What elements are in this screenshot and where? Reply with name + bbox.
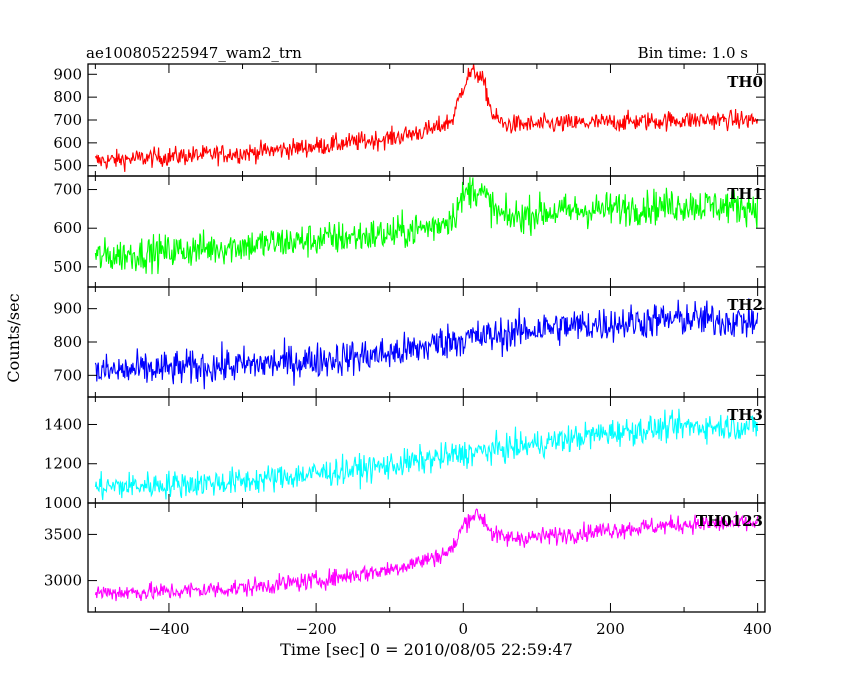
series-line-th0 [94,63,759,172]
x-axis-label: Time [sec] 0 = 2010/08/05 22:59:47 [280,640,573,659]
y-tick-label-th2: 900 [53,300,82,318]
x-tick-label: 0 [459,620,469,638]
panel-label-th2: TH2 [727,296,763,314]
y-axis-label: Counts/sec [4,293,23,382]
y-tick-label-th1: 700 [53,181,82,199]
y-tick-label-th1: 500 [53,258,82,276]
y-tick-label-th3: 1200 [44,455,82,473]
panel-label-th3: TH3 [727,406,763,424]
series-line-th1 [94,177,759,275]
x-tick-label: −200 [296,620,337,638]
bin-time-label: Bin time: 1.0 s [637,44,748,62]
y-tick-label-th1: 600 [53,219,82,237]
y-tick-label-th0: 700 [53,111,82,129]
x-tick-label: 400 [743,620,772,638]
y-tick-label-th0: 900 [53,65,82,83]
x-tick-label: 200 [596,620,625,638]
panel-frame-th2 [87,286,766,398]
x-tick-label: −400 [148,620,189,638]
y-tick-label-th2: 800 [53,333,82,351]
series-line-th0123 [94,508,759,602]
y-tick-label-th3: 1000 [44,494,82,512]
y-tick-label-th0: 800 [53,88,82,106]
y-tick-label-th0123: 3500 [44,525,82,543]
chart-title: ae100805225947_wam2_trn [86,44,302,62]
series-line-th3 [94,408,759,501]
panel-frame-th0123 [87,502,766,613]
series-line-th2 [94,298,759,390]
panel-label-th1: TH1 [727,185,763,203]
y-tick-label-th0: 500 [53,157,82,175]
y-tick-label-th0: 600 [53,134,82,152]
panel-label-th0123: TH0123 [696,512,763,530]
y-tick-label-th3: 1400 [44,415,82,433]
panel-label-th0: TH0 [727,73,763,91]
panel-frame-th1 [87,175,766,288]
y-tick-label-th0123: 3000 [44,572,82,590]
y-tick-label-th2: 700 [53,366,82,384]
